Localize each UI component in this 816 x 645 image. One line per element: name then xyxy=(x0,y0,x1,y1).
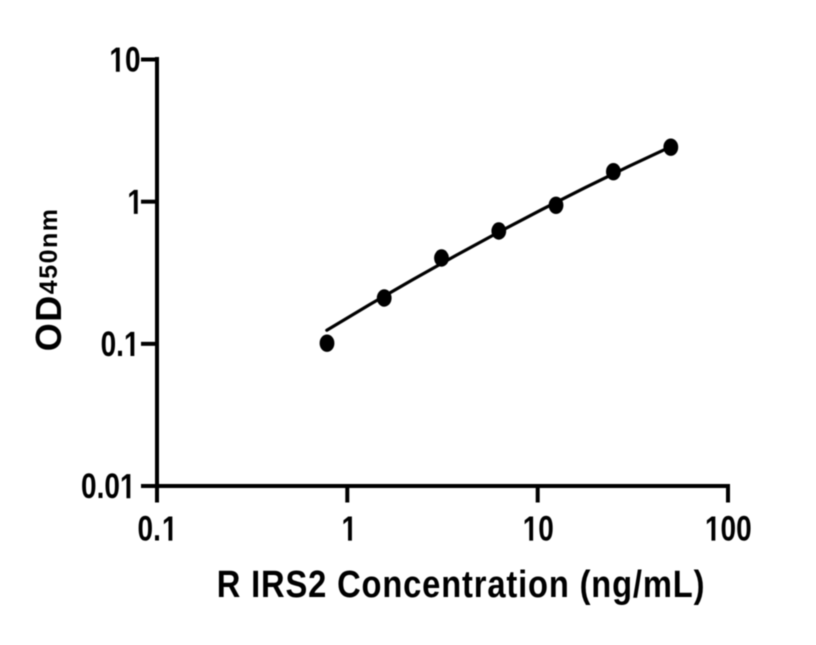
svg-text:0.: 0. xyxy=(101,324,124,364)
svg-text:0.: 0. xyxy=(138,509,161,549)
svg-text:0: 0 xyxy=(538,509,554,549)
svg-text:0.0: 0.0 xyxy=(81,466,120,506)
svg-text:OD450nm: OD450nm xyxy=(28,207,69,351)
svg-text:0: 0 xyxy=(125,40,141,80)
svg-text:R IRS2 Concentration (ng/mL): R IRS2 Concentration (ng/mL) xyxy=(217,563,706,606)
svg-text:00: 00 xyxy=(721,509,752,549)
